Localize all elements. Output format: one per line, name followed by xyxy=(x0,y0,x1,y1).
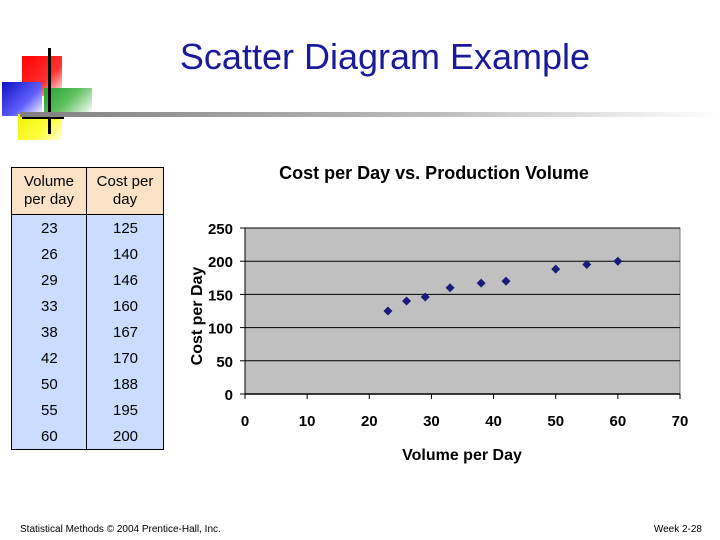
data-point xyxy=(476,278,486,288)
table-cell-cost: 146 xyxy=(86,267,164,293)
table-cell-cost: 195 xyxy=(86,397,164,423)
data-point xyxy=(383,306,393,316)
plot-area: 0 50 100 150 200 250 0 10 20 30 40 50 60 70 xyxy=(208,221,688,430)
y-tick-label: 250 xyxy=(208,221,233,238)
table-cell-cost: 140 xyxy=(86,241,164,267)
x-axis-label: Volume per Day xyxy=(402,447,522,464)
x-tick-label: 40 xyxy=(485,413,502,430)
logo-green-square xyxy=(44,88,92,114)
y-tick-label: 50 xyxy=(216,354,233,371)
y-tick-label: 0 xyxy=(225,387,233,404)
y-tick-label: 200 xyxy=(208,254,233,271)
y-tick-label: 150 xyxy=(208,287,233,304)
data-point xyxy=(613,256,623,266)
x-tick-label: 70 xyxy=(672,413,689,430)
corner-logo xyxy=(0,40,100,140)
logo-blue-square xyxy=(2,82,42,116)
table-cell-volume: 42 xyxy=(11,345,87,371)
plot-background xyxy=(244,227,681,395)
table-cell-cost: 125 xyxy=(86,214,164,241)
data-point xyxy=(551,264,561,274)
table-row: 55 195 xyxy=(11,397,164,423)
table-cell-cost: 200 xyxy=(86,423,164,450)
table-row: 50 188 xyxy=(11,371,164,397)
table-cell-volume: 55 xyxy=(11,397,87,423)
logo-vertical-line xyxy=(48,48,51,134)
slide-title: Scatter Diagram Example xyxy=(179,36,591,77)
data-table: Volume per day Cost per day 23 125 26 140 … xyxy=(11,167,164,450)
table-row: 38 167 xyxy=(11,319,164,345)
table-header-volume: Volume per day xyxy=(11,167,87,215)
data-point xyxy=(501,276,511,286)
chart-title: Cost per Day vs. Production Volume xyxy=(279,163,589,183)
table-cell-volume: 60 xyxy=(11,423,87,450)
footer-copyright: Statistical Methods © 2004 Prentice-Hall… xyxy=(20,524,221,535)
logo-horizontal-line xyxy=(22,116,64,119)
data-point xyxy=(445,283,455,293)
table-cell-cost: 188 xyxy=(86,371,164,397)
table-cell-cost: 170 xyxy=(86,345,164,371)
table-row: 60 200 xyxy=(11,423,164,450)
table-cell-volume: 50 xyxy=(11,371,87,397)
y-axis-label: Cost per Day xyxy=(189,267,206,366)
table-header-row: Volume per day Cost per day xyxy=(11,167,164,215)
table-row: 33 160 xyxy=(11,293,164,319)
data-point xyxy=(402,296,412,306)
x-tick-label: 60 xyxy=(610,413,627,430)
table-cell-volume: 26 xyxy=(11,241,87,267)
x-tick-label: 30 xyxy=(423,413,440,430)
x-tick-label: 20 xyxy=(361,413,378,430)
footer-slide-number: Week 2-28 xyxy=(653,524,702,535)
table-header-cost: Cost per day xyxy=(86,167,164,215)
table-cell-volume: 33 xyxy=(11,293,87,319)
x-tick-label: 50 xyxy=(547,413,564,430)
table-cell-cost: 160 xyxy=(86,293,164,319)
table-row: 23 125 xyxy=(11,214,164,241)
y-tick-label: 100 xyxy=(208,321,233,338)
table-cell-cost: 167 xyxy=(86,319,164,345)
data-point xyxy=(420,292,430,302)
data-point xyxy=(582,260,592,270)
x-tick-label: 10 xyxy=(299,413,316,430)
table-row: 26 140 xyxy=(11,241,164,267)
x-tick-label: 0 xyxy=(241,413,249,430)
table-cell-volume: 38 xyxy=(11,319,87,345)
title-divider xyxy=(20,112,720,117)
table-row: 29 146 xyxy=(11,267,164,293)
table-row: 42 170 xyxy=(11,345,164,371)
